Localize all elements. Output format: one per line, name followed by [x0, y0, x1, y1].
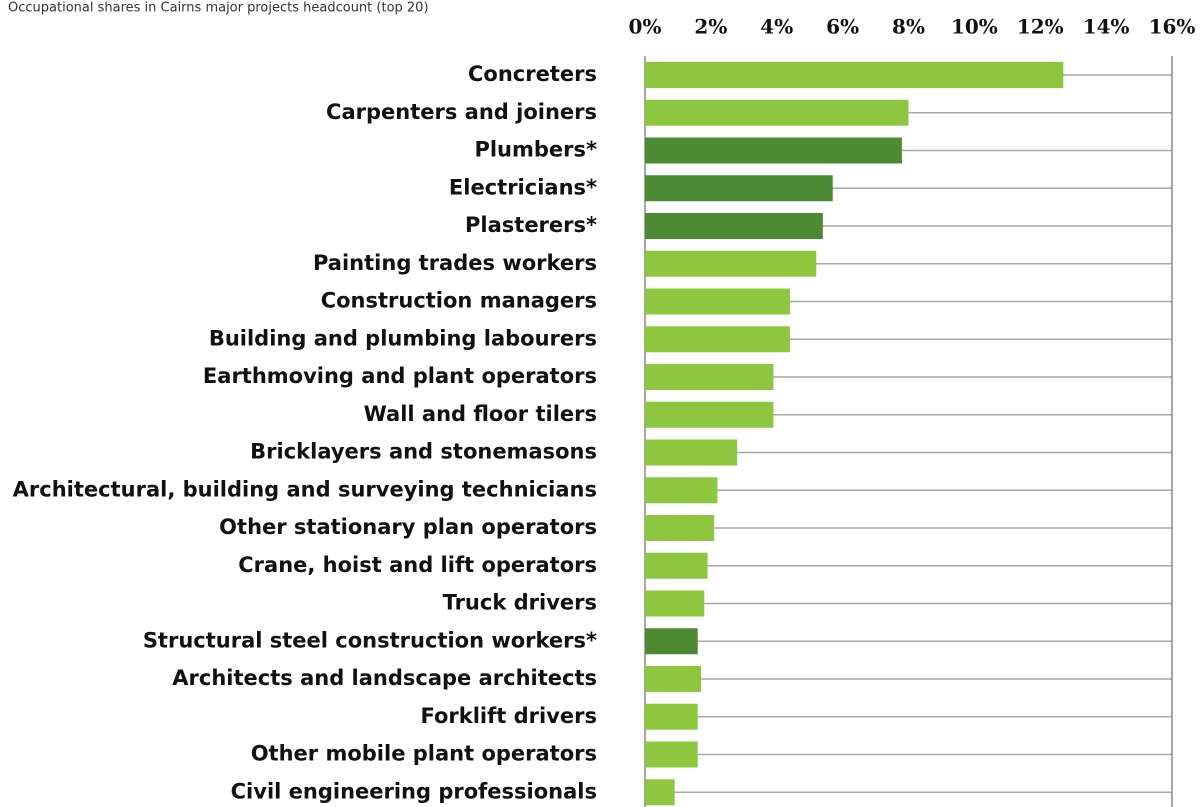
- x-tick-label: 12%: [1017, 15, 1064, 39]
- bar: [645, 99, 909, 126]
- bar: [645, 175, 833, 202]
- bar: [645, 326, 790, 353]
- category-label: Wall and floor tilers: [364, 402, 597, 426]
- category-label: Plumbers*: [474, 138, 597, 162]
- category-label: Construction managers: [321, 289, 597, 313]
- category-label: Structural steel construction workers*: [143, 628, 597, 652]
- category-label: Architectural, building and surveying te…: [13, 477, 597, 501]
- bar: [645, 213, 823, 239]
- x-tick-label: 14%: [1083, 15, 1130, 39]
- category-label: Bricklayers and stonemasons: [250, 440, 597, 464]
- bar: [645, 439, 738, 466]
- category-label: Earthmoving and plant operators: [203, 364, 597, 388]
- category-label: Electricians*: [449, 175, 597, 199]
- x-tick-label: 4%: [760, 15, 793, 39]
- bar: [645, 666, 701, 692]
- bar: [645, 288, 790, 315]
- category-label: Civil engineering professionals: [231, 779, 597, 803]
- bar: [645, 628, 698, 655]
- bar: [645, 779, 675, 806]
- x-tick-label: 0%: [629, 15, 662, 39]
- x-tick-label: 16%: [1149, 15, 1196, 39]
- bar: [645, 552, 708, 579]
- bar: [645, 515, 715, 541]
- bar: [645, 137, 902, 164]
- category-label: Building and plumbing labourers: [209, 326, 597, 350]
- category-label: Truck drivers: [443, 591, 597, 615]
- bar: [645, 250, 817, 277]
- bar: [645, 477, 718, 504]
- x-tick-label: 2%: [694, 15, 727, 39]
- bar: [645, 703, 698, 730]
- bar: [645, 364, 774, 390]
- x-tick-label: 10%: [951, 15, 998, 39]
- category-label: Painting trades workers: [313, 251, 597, 275]
- category-label: Concreters: [468, 62, 597, 86]
- bar: [645, 401, 774, 428]
- category-label: Other stationary plan operators: [219, 515, 597, 539]
- chart-title: Occupational shares in Cairns major proj…: [8, 1, 429, 16]
- bar: [645, 62, 1064, 88]
- bar: [645, 741, 698, 768]
- category-label: Crane, hoist and lift operators: [238, 553, 597, 577]
- category-label: Other mobile plant operators: [251, 742, 597, 766]
- bar: [645, 590, 705, 617]
- x-tick-label: 6%: [826, 15, 859, 39]
- category-label: Architects and landscape architects: [172, 666, 597, 690]
- category-label: Plasterers*: [465, 213, 597, 237]
- x-tick-label: 8%: [892, 15, 925, 39]
- category-label: Carpenters and joiners: [326, 100, 597, 124]
- category-label: Forklift drivers: [420, 704, 597, 728]
